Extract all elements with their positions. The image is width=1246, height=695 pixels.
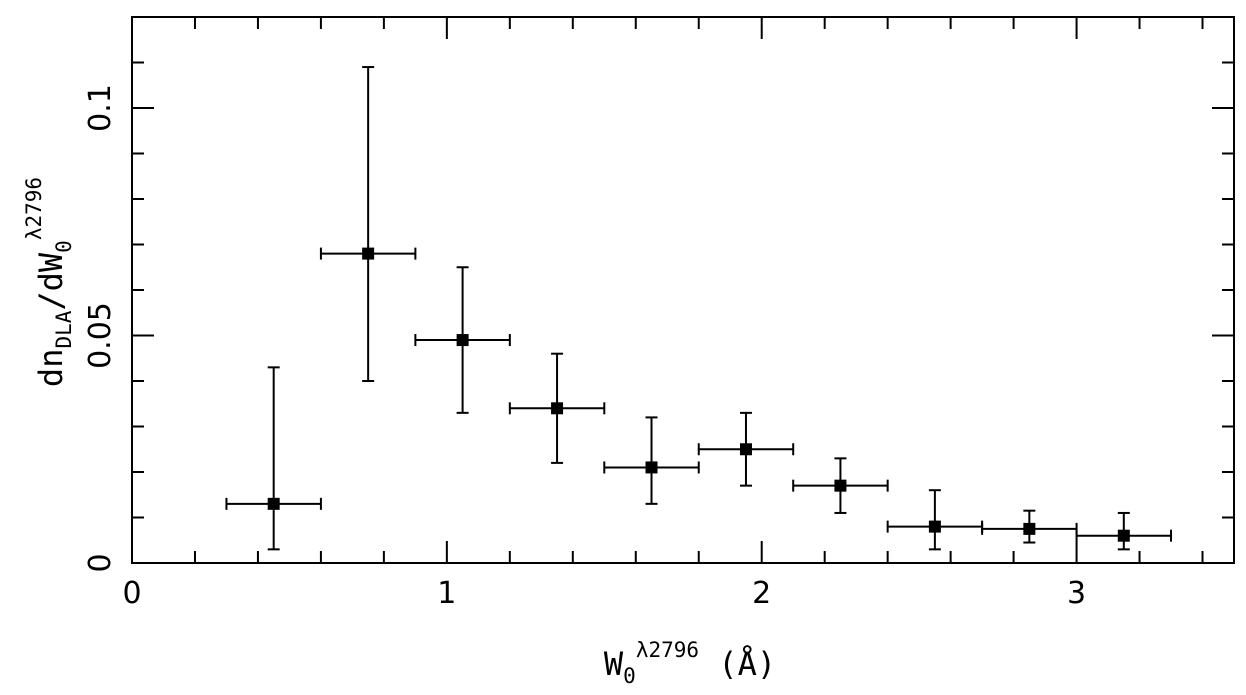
data-point bbox=[414, 266, 511, 414]
data-point bbox=[792, 457, 889, 514]
square-marker bbox=[1117, 529, 1130, 542]
square-marker bbox=[456, 334, 469, 347]
data-point bbox=[981, 509, 1078, 544]
x-tick-label: 1 bbox=[437, 576, 456, 611]
x-tick-label: 3 bbox=[1067, 576, 1086, 611]
square-marker bbox=[551, 402, 564, 415]
square-marker bbox=[645, 461, 658, 474]
y-tick-label: 0 bbox=[83, 553, 118, 572]
x-axis-label: W0λ2796 (Å) bbox=[604, 638, 776, 688]
data-points bbox=[225, 66, 1173, 551]
y-tick-label: 0.1 bbox=[83, 84, 118, 132]
square-marker bbox=[267, 497, 280, 510]
data-point bbox=[603, 416, 700, 505]
square-marker bbox=[739, 443, 752, 456]
data-point bbox=[697, 411, 795, 487]
y-tick-label: 0.05 bbox=[83, 302, 118, 369]
y-axis-label: dnDLA/dW0λ2796 bbox=[22, 177, 76, 387]
square-marker bbox=[1023, 522, 1036, 535]
square-marker bbox=[928, 520, 941, 533]
square-marker bbox=[362, 247, 375, 260]
x-tick-label: 2 bbox=[752, 576, 771, 611]
plot-frame bbox=[131, 16, 1235, 564]
data-point bbox=[886, 489, 984, 551]
x-tick-label: 0 bbox=[122, 576, 141, 611]
x-tick-labels: 0 1 2 3 bbox=[122, 576, 1086, 611]
data-point bbox=[225, 366, 322, 551]
square-marker bbox=[834, 479, 847, 492]
data-point bbox=[319, 66, 417, 382]
data-point bbox=[508, 352, 606, 464]
axis-ticks bbox=[131, 16, 1234, 564]
data-point bbox=[1075, 511, 1173, 551]
y-tick-labels: 0 0.05 0.1 bbox=[83, 84, 118, 572]
